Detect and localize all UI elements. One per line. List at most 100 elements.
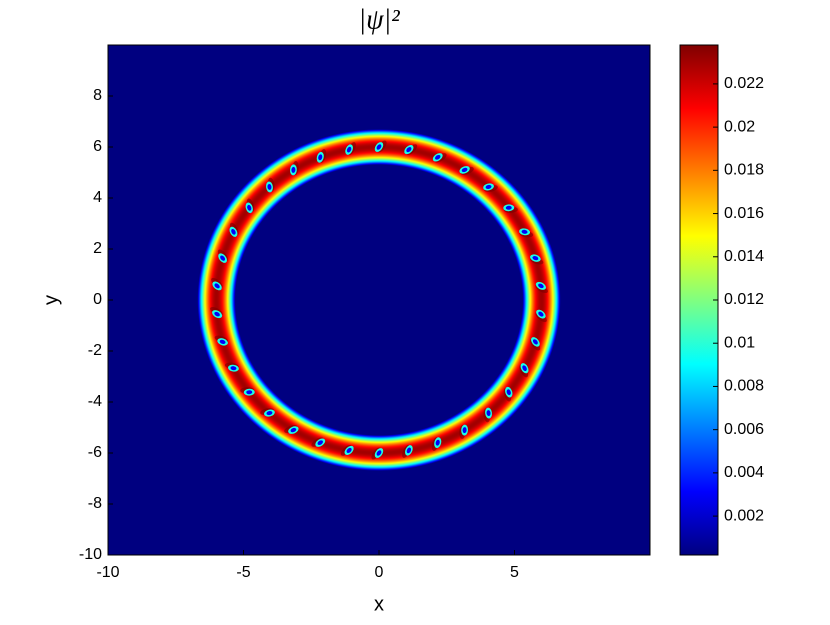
plot-area (108, 45, 650, 555)
vortex (519, 363, 529, 378)
vortex-core (231, 228, 236, 235)
vortex (266, 177, 275, 193)
colorbar-tick-label: 0.014 (724, 248, 764, 265)
y-tick-label: 6 (93, 138, 102, 155)
vortex (224, 362, 239, 372)
vortex (371, 447, 384, 460)
vortex-core (219, 339, 226, 345)
vortex (217, 249, 228, 263)
vortex (402, 444, 413, 458)
vortex-core (220, 255, 226, 261)
vortex-core (485, 184, 492, 189)
vortex (404, 144, 418, 156)
vortex (503, 204, 518, 213)
vortex-core (435, 439, 440, 446)
vortex-core (532, 255, 539, 261)
vortex-core (267, 183, 272, 190)
vortex-core (214, 311, 220, 317)
vortex-core (486, 410, 491, 417)
vortex (459, 424, 469, 439)
vortex-core (538, 283, 544, 289)
vortex-core (376, 144, 382, 150)
vortex-core (346, 146, 352, 153)
vortex-core (505, 205, 512, 210)
vortex (459, 166, 474, 175)
colorbar-tick-label: 0.004 (724, 464, 764, 481)
colorbar-tick-label: 0.002 (724, 507, 764, 524)
vortex-core (522, 365, 527, 372)
vortex (345, 142, 356, 156)
vortex-core (230, 366, 237, 371)
vortex-core (290, 427, 297, 433)
vortex (432, 153, 447, 163)
vortex (211, 277, 223, 291)
vortex (503, 386, 513, 402)
colorbar-tick-label: 0.008 (724, 378, 764, 395)
vortex-core (521, 229, 528, 234)
vortex (240, 387, 255, 396)
y-tick-label: 2 (93, 240, 102, 257)
vortex (210, 306, 223, 319)
vortex (229, 222, 239, 237)
y-tick-label: -6 (88, 444, 102, 461)
vortex-core (346, 447, 352, 453)
vortex-core (266, 411, 273, 416)
vortex-core (406, 447, 412, 454)
colorbar (679, 44, 719, 556)
y-tick-label: 8 (93, 87, 102, 104)
x-axis-label: x (374, 593, 384, 615)
y-tick-label: 4 (93, 189, 102, 206)
colorbar-tick-label: 0.006 (724, 421, 764, 438)
vortex-core (506, 389, 511, 396)
vortex (483, 407, 492, 423)
x-tick-label: 0 (375, 564, 384, 581)
x-tick-label: -5 (236, 564, 250, 581)
vortex (431, 437, 442, 451)
y-tick-label: -2 (88, 342, 102, 359)
y-tick-label: 0 (93, 291, 102, 308)
vortex (260, 408, 275, 417)
colorbar-tick-label: 0.016 (724, 205, 764, 222)
vortex (214, 335, 229, 346)
y-tick-label: -8 (88, 495, 102, 512)
vortex-core (462, 427, 467, 434)
x-tick-label: -10 (96, 564, 119, 581)
y-tick-label: -4 (88, 393, 102, 410)
vortex-core (291, 166, 296, 173)
vortex-core (461, 167, 468, 173)
vortex (284, 425, 299, 434)
vortex (374, 140, 387, 153)
colorbar-tick-label: 0.02 (724, 118, 755, 135)
y-axis-label: y (40, 295, 62, 305)
vortex (311, 437, 326, 447)
vortex (535, 281, 548, 294)
colorbar-tick-label: 0.018 (724, 162, 764, 179)
vortex (245, 198, 255, 214)
vortex-core (406, 147, 412, 153)
y-tick-label: -10 (79, 546, 102, 563)
vortex (519, 228, 534, 238)
chart-title: |ψ|² (358, 4, 400, 35)
colorbar-tick-label: 0.012 (724, 291, 764, 308)
vortex (530, 337, 541, 351)
vortex-core (532, 339, 538, 345)
vortex-core (214, 283, 220, 289)
vortex-core (538, 311, 544, 317)
vortex (535, 309, 547, 323)
vortex-core (435, 154, 441, 160)
vortex (289, 161, 299, 176)
density-ring (197, 129, 561, 471)
colorbar-tick-label: 0.01 (724, 334, 755, 351)
vortex-core (376, 450, 382, 456)
vortex-core (318, 154, 323, 161)
vortex (483, 183, 498, 192)
vortex (316, 149, 327, 163)
vortex (529, 254, 544, 265)
vortex-core (247, 204, 252, 211)
vortex-core (317, 440, 323, 446)
vortex (340, 444, 354, 456)
x-tick-label: 5 (510, 564, 519, 581)
colorbar-tick-label: 0.022 (724, 75, 764, 92)
